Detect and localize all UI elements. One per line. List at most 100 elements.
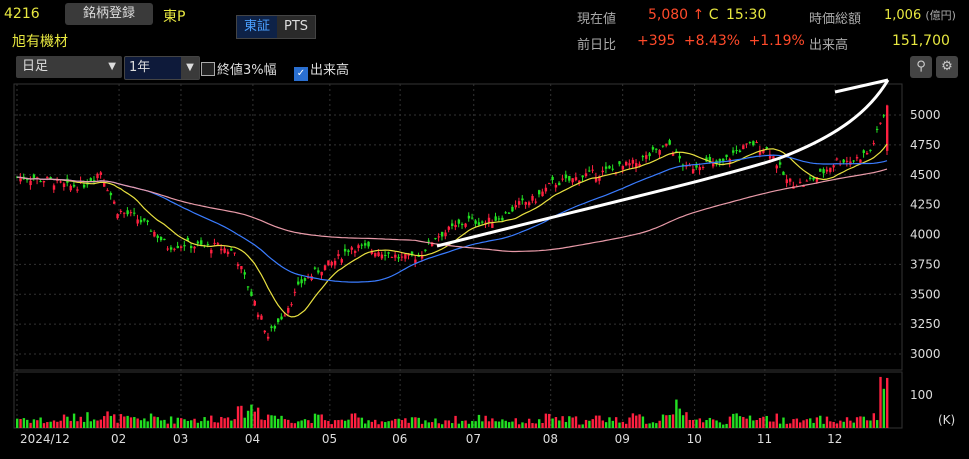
volume-bar bbox=[625, 423, 628, 428]
candle bbox=[527, 202, 531, 206]
candle bbox=[738, 150, 742, 153]
zoom-icon[interactable]: ⚲ bbox=[910, 56, 932, 78]
volume-bar bbox=[544, 413, 548, 428]
candle bbox=[424, 249, 427, 251]
candle bbox=[471, 217, 474, 219]
volume-bar bbox=[461, 420, 464, 428]
candle bbox=[819, 168, 822, 172]
candle bbox=[103, 181, 106, 187]
volume-bar bbox=[404, 418, 407, 428]
volume-bar bbox=[210, 415, 213, 428]
volume-bar bbox=[400, 420, 404, 428]
candle bbox=[655, 148, 658, 150]
candle bbox=[765, 146, 768, 149]
volume-bar bbox=[86, 412, 89, 428]
volume-bar bbox=[119, 414, 123, 428]
volume-bar bbox=[266, 414, 270, 428]
candle bbox=[584, 173, 588, 177]
candle bbox=[712, 161, 715, 167]
candle bbox=[384, 254, 387, 256]
range-select[interactable]: 1年 ▼ bbox=[124, 56, 200, 80]
volume-bar bbox=[531, 423, 534, 428]
candle bbox=[92, 180, 96, 182]
volume-bar bbox=[310, 423, 313, 428]
gear-icon[interactable]: ⚙ bbox=[936, 56, 958, 78]
volume-bar bbox=[795, 418, 799, 428]
volume-bar bbox=[591, 419, 594, 428]
price-change: +395 bbox=[637, 33, 676, 49]
volume-bar bbox=[735, 413, 738, 428]
volume-bar bbox=[42, 423, 46, 428]
volume-bar bbox=[263, 420, 267, 428]
candle bbox=[220, 248, 223, 251]
volume-bar bbox=[601, 420, 604, 428]
volume-bar bbox=[671, 414, 675, 428]
candle bbox=[604, 166, 608, 169]
close-3pct-checkbox[interactable]: 終値3%幅 bbox=[201, 59, 277, 78]
candle bbox=[367, 241, 370, 247]
candle bbox=[357, 245, 360, 249]
volume-bar bbox=[638, 414, 641, 428]
candle bbox=[691, 169, 695, 174]
candle bbox=[805, 180, 809, 182]
volume-bar bbox=[809, 418, 812, 428]
quote-time: 15:30 bbox=[726, 7, 767, 23]
candle bbox=[561, 178, 564, 180]
candle bbox=[300, 279, 303, 284]
volume-bar bbox=[190, 420, 193, 428]
volume-checkbox[interactable]: ✓ 出来高 bbox=[294, 59, 349, 81]
volume-bar bbox=[584, 419, 588, 428]
candle bbox=[671, 152, 675, 156]
volume-bar bbox=[732, 413, 735, 428]
candle bbox=[521, 198, 524, 201]
volume-bar bbox=[648, 423, 651, 428]
candle bbox=[353, 251, 357, 253]
candle bbox=[26, 178, 29, 181]
tab-tse[interactable]: 東証 bbox=[237, 16, 278, 38]
volume-bar bbox=[293, 423, 297, 428]
volume-bar bbox=[668, 414, 671, 428]
candle bbox=[410, 251, 414, 256]
volume-bar bbox=[69, 420, 72, 428]
volume-bar bbox=[594, 415, 598, 428]
candle bbox=[32, 174, 36, 179]
volume-bar bbox=[103, 416, 106, 428]
candle bbox=[256, 314, 260, 318]
candle bbox=[370, 250, 374, 254]
candle bbox=[568, 175, 571, 181]
x-tick-label: 2024/12 bbox=[20, 432, 70, 446]
tab-pts[interactable]: PTS bbox=[284, 19, 309, 34]
register-button[interactable]: 銘柄登録 bbox=[65, 3, 153, 25]
volume-bar bbox=[430, 422, 434, 428]
candle bbox=[829, 167, 832, 172]
candle bbox=[631, 159, 635, 164]
candle bbox=[414, 259, 417, 264]
candle bbox=[875, 128, 879, 130]
candle bbox=[243, 272, 246, 275]
volume-bar bbox=[76, 421, 79, 428]
up-arrow-icon: ↑ bbox=[692, 7, 705, 23]
candle bbox=[146, 220, 149, 223]
market-label: 東P bbox=[163, 9, 186, 25]
candle bbox=[517, 201, 521, 205]
volume-bar bbox=[635, 415, 638, 428]
change-extra: +1.19% bbox=[748, 33, 805, 49]
candle bbox=[454, 224, 457, 228]
candle bbox=[417, 255, 420, 257]
candle bbox=[437, 236, 441, 238]
candle bbox=[293, 291, 297, 293]
volume-bar bbox=[434, 418, 437, 428]
volume-bar bbox=[440, 424, 444, 428]
candle bbox=[658, 150, 661, 155]
volume-bar bbox=[568, 416, 571, 428]
period-select[interactable]: 日足 ▼ bbox=[16, 56, 122, 78]
volume-bar bbox=[179, 418, 183, 428]
candle bbox=[143, 218, 146, 221]
candle bbox=[273, 325, 277, 329]
volume-bar bbox=[223, 418, 226, 428]
volume-bar bbox=[82, 421, 86, 428]
current-price: 5,080 bbox=[648, 7, 689, 23]
volume-bar bbox=[206, 420, 210, 428]
candle bbox=[59, 181, 62, 183]
